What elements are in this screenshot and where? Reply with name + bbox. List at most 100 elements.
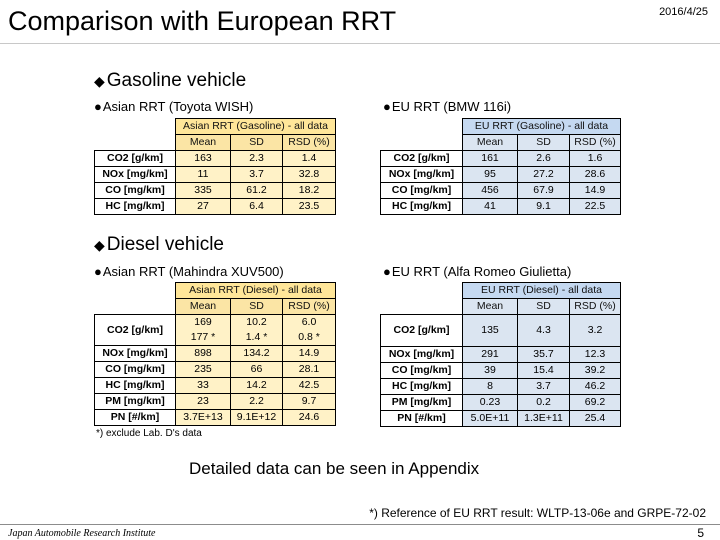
table-row: CO [mg/km] 235 66 28.1 — [94, 361, 336, 378]
sd-cell: 134.2 — [230, 345, 283, 362]
row-label: HC [mg/km] — [380, 198, 463, 215]
sd-cell: 9.1 — [517, 198, 570, 215]
diamond-bullet-icon: ◆ — [94, 73, 105, 89]
mean-cell: 235 — [175, 361, 231, 378]
sd-cell: 14.2 — [230, 377, 283, 394]
table-row: NOx [mg/km] 291 35.7 12.3 — [380, 346, 622, 363]
column-header: Mean — [175, 134, 231, 151]
mean-cell: 169 — [175, 314, 231, 330]
dot-bullet-icon: ● — [383, 264, 391, 279]
sd-cell: 10.2 — [230, 314, 283, 330]
asian-gasoline-caption: ●Asian RRT (Toyota WISH) — [94, 99, 254, 114]
rsd-cell: 14.9 — [282, 345, 336, 362]
row-label: CO2 [g/km] — [380, 314, 463, 347]
mean-cell: 0.23 — [462, 394, 518, 411]
mean-cell: 163 — [175, 150, 231, 167]
table-row: CO [mg/km] 39 15.4 39.2 — [380, 362, 622, 379]
row-label: CO [mg/km] — [94, 361, 176, 378]
eu-diesel-table: EU RRT (Diesel) - all data Mean SD RSD (… — [380, 282, 622, 427]
table-row: HC [mg/km] 8 3.7 46.2 — [380, 378, 622, 395]
sd-cell: 3.7 — [517, 378, 570, 395]
row-label: NOx [mg/km] — [94, 345, 176, 362]
table-row: NOx [mg/km] 898 134.2 14.9 — [94, 345, 336, 362]
sd-cell: 4.3 — [517, 314, 570, 347]
rsd-cell: 9.7 — [282, 393, 336, 410]
table-row: CO2 [g/km] 161 2.6 1.6 — [380, 150, 622, 167]
table-row: CO2 [g/km] 135 4.3 3.2 — [380, 314, 622, 347]
rsd-cell: 46.2 — [568, 378, 622, 395]
rsd-cell: 32.8 — [281, 166, 337, 183]
table-title: Asian RRT (Diesel) - all data — [175, 282, 336, 299]
mean-cell: 95 — [462, 166, 518, 183]
sd-cell: 0.2 — [517, 394, 570, 411]
rsd-cell: 3.2 — [568, 314, 622, 347]
mean-cell: 11 — [175, 166, 231, 183]
dot-bullet-icon: ● — [94, 99, 102, 114]
diamond-bullet-icon: ◆ — [94, 237, 105, 253]
sd-cell: 35.7 — [517, 346, 570, 363]
table-title: EU RRT (Gasoline) - all data — [461, 118, 622, 135]
column-header: RSD (%) — [568, 134, 622, 151]
table-row: 177 * 1.4 * 0.8 * — [95, 330, 336, 346]
mean-cell: 33 — [175, 377, 231, 394]
sd-cell: 2.6 — [517, 150, 570, 167]
rsd-cell: 69.2 — [568, 394, 622, 411]
row-label: NOx [mg/km] — [94, 166, 176, 183]
sd-cell: 61.2 — [230, 182, 283, 199]
mean-cell: 135 — [462, 314, 518, 347]
row-label: NOx [mg/km] — [380, 346, 463, 363]
table-row: CO [mg/km] 335 61.2 18.2 — [94, 182, 337, 199]
table-row: CO2 [g/km] 163 2.3 1.4 — [94, 150, 337, 167]
table-row: PN [#/km] 3.7E+13 9.1E+12 24.6 — [94, 409, 336, 426]
sd-cell: 67.9 — [517, 182, 570, 199]
mean-excluded-cell: 177 * — [175, 330, 231, 346]
row-label: PN [#/km] — [380, 410, 463, 427]
eu-gasoline-caption: ●EU RRT (BMW 116i) — [383, 99, 512, 114]
row-label: HC [mg/km] — [94, 198, 176, 215]
column-header: Mean — [175, 298, 231, 315]
mean-cell: 5.0E+11 — [462, 410, 518, 427]
slide-date: 2016/4/25 — [659, 6, 708, 18]
sd-cell: 3.7 — [230, 166, 283, 183]
rsd-cell: 28.1 — [282, 361, 336, 378]
asian-diesel-caption: ●Asian RRT (Mahindra XUV500) — [94, 264, 284, 279]
sd-cell: 2.3 — [230, 150, 283, 167]
row-label: HC [mg/km] — [380, 378, 463, 395]
rsd-cell: 28.6 — [568, 166, 622, 183]
mean-cell: 3.7E+13 — [175, 409, 231, 426]
row-label: NOx [mg/km] — [380, 166, 463, 183]
appendix-note: Detailed data can be seen in Appendix — [189, 459, 480, 478]
organization-name: Japan Automobile Research Institute — [8, 528, 156, 539]
row-label: CO [mg/km] — [380, 182, 463, 199]
table-title: EU RRT (Diesel) - all data — [461, 282, 622, 299]
rsd-cell: 42.5 — [282, 377, 336, 394]
row-label: CO [mg/km] — [380, 362, 463, 379]
mean-cell: 335 — [175, 182, 231, 199]
rsd-cell: 14.9 — [568, 182, 622, 199]
table-row: PN [#/km] 5.0E+11 1.3E+11 25.4 — [380, 410, 622, 427]
eu-diesel-caption: ●EU RRT (Alfa Romeo Giulietta) — [383, 264, 572, 279]
asian-gasoline-table: Asian RRT (Gasoline) - all data Mean SD … — [94, 118, 337, 215]
rsd-cell: 39.2 — [568, 362, 622, 379]
page-number: 5 — [697, 526, 704, 540]
row-label: CO [mg/km] — [94, 182, 176, 199]
sd-cell: 27.2 — [517, 166, 570, 183]
mean-cell: 27 — [175, 198, 231, 215]
table-row: HC [mg/km] 27 6.4 23.5 — [94, 198, 337, 215]
rsd-cell: 6.0 — [282, 314, 336, 330]
mean-cell: 291 — [462, 346, 518, 363]
row-label: HC [mg/km] — [94, 377, 176, 394]
sd-cell: 15.4 — [517, 362, 570, 379]
sd-cell: 1.3E+11 — [517, 410, 570, 427]
column-header: Mean — [462, 298, 518, 315]
mean-cell: 898 — [175, 345, 231, 362]
dot-bullet-icon: ● — [94, 264, 102, 279]
title-divider — [0, 43, 720, 44]
mean-cell: 23 — [175, 393, 231, 410]
rsd-cell: 1.4 — [281, 150, 337, 167]
diesel-heading: ◆ Diesel vehicle — [94, 234, 225, 255]
rsd-cell: 18.2 — [281, 182, 337, 199]
table-row: PM [mg/km] 0.23 0.2 69.2 — [380, 394, 622, 411]
rsd-cell: 23.5 — [281, 198, 337, 215]
table-row: CO [mg/km] 456 67.9 14.9 — [380, 182, 622, 199]
